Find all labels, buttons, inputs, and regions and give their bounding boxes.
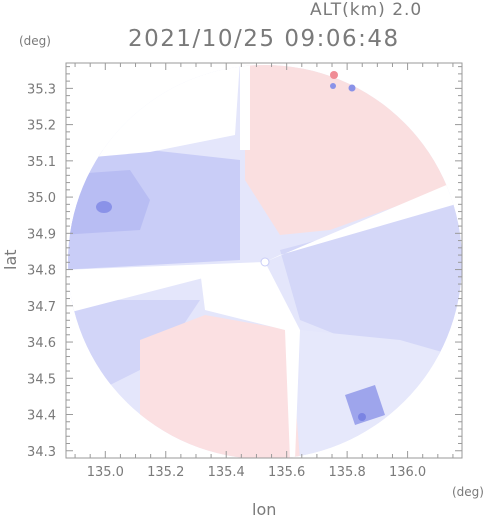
- y-tick-label: 35.1: [27, 155, 56, 170]
- y-tick-label: 34.7: [27, 300, 56, 315]
- y-tick-label: 35.2: [27, 119, 56, 134]
- approaching-core: [96, 201, 112, 213]
- beam-gap-south: [200, 262, 300, 458]
- approaching-cell-southeast: [358, 413, 366, 421]
- receding-cell-north: [330, 71, 338, 79]
- y-tick-label: 34.8: [27, 264, 56, 279]
- y-tick-label: 34.6: [27, 336, 56, 351]
- receding-region-south: [140, 315, 300, 458]
- y-tick-label: 34.4: [27, 409, 56, 424]
- x-tick-label: 135.2: [147, 465, 184, 480]
- x-axis-unit: (deg): [452, 485, 484, 499]
- approaching-cell-north-2: [348, 84, 356, 92]
- approaching-region-southeast: [300, 330, 462, 458]
- x-axis-ticks: 135.0 135.2 135.4 135.6 135.8 136.0: [74, 63, 454, 480]
- north-gap: [240, 65, 250, 150]
- y-tick-label: 34.9: [27, 227, 56, 242]
- y-axis-unit: (deg): [19, 34, 51, 48]
- y-tick-label: 35.0: [27, 191, 56, 206]
- x-axis-label: lon: [252, 500, 277, 519]
- y-axis-ticks: 35.3 35.2 35.1 35.0 34.9 34.8 34.7 34.6 34.5 34.4…: [27, 66, 462, 460]
- y-tick-label: 34.5: [27, 372, 56, 387]
- plot-frame: [65, 62, 463, 459]
- x-tick-label: 135.4: [208, 465, 245, 480]
- velocity-field: [68, 65, 462, 458]
- x-tick-label: 135.0: [87, 465, 124, 480]
- approaching-cell-north-1: [330, 83, 336, 89]
- approaching-cluster-southeast: [345, 385, 385, 425]
- y-tick-label: 35.3: [27, 82, 56, 97]
- altitude-label: ALT(km) 2.0: [310, 0, 423, 20]
- timestamp-title: 2021/10/25 09:06:48: [128, 26, 400, 52]
- radar-site-marker: [260, 257, 270, 267]
- x-tick-label: 135.6: [268, 465, 305, 480]
- y-tick-label: 34.3: [27, 445, 56, 460]
- x-tick-label: 136.0: [389, 465, 426, 480]
- x-tick-label: 135.8: [329, 465, 366, 480]
- beam-gap-northeast: [265, 175, 462, 262]
